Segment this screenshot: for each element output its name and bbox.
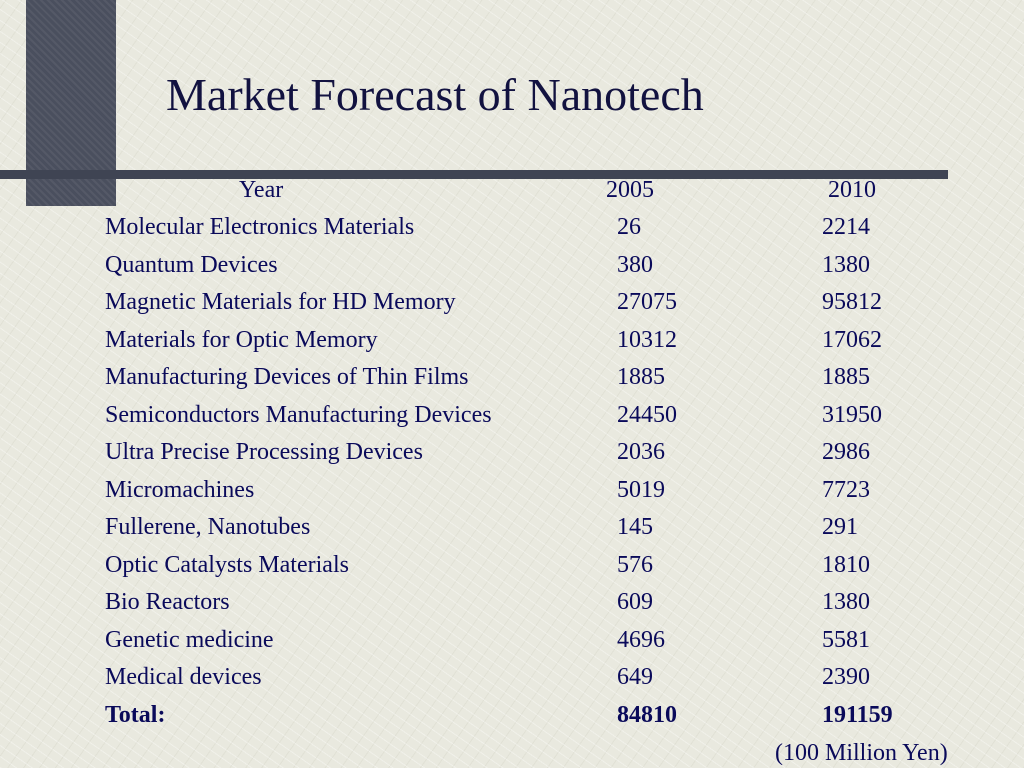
row-value-2010: 291 <box>822 514 858 540</box>
table-row: Molecular Electronics Materials 26 2214 <box>0 214 1024 250</box>
row-name: Bio Reactors <box>105 589 230 615</box>
total-label: Total: <box>105 702 166 728</box>
row-name: Ultra Precise Processing Devices <box>105 439 423 465</box>
row-value-2005: 2036 <box>617 439 665 465</box>
row-name: Micromachines <box>105 477 255 503</box>
row-value-2010: 1885 <box>822 364 870 390</box>
row-name: Materials for Optic Memory <box>105 327 378 353</box>
row-value-2005: 27075 <box>617 289 677 315</box>
row-value-2010: 5581 <box>822 627 870 653</box>
header-2010: 2010 <box>828 177 876 203</box>
table-header-row: Year 2005 2010 <box>0 177 1024 213</box>
total-value-2005: 84810 <box>617 702 677 728</box>
row-value-2005: 4696 <box>617 627 665 653</box>
row-value-2010: 2214 <box>822 214 870 240</box>
row-name: Fullerene, Nanotubes <box>105 514 311 540</box>
row-name: Quantum Devices <box>105 252 278 278</box>
row-value-2005: 24450 <box>617 402 677 428</box>
table-row: Magnetic Materials for HD Memory 27075 9… <box>0 289 1024 325</box>
table-row: Bio Reactors 609 1380 <box>0 589 1024 625</box>
table-total-row: Total: 84810 191159 <box>0 702 1024 738</box>
table-row: Genetic medicine 4696 5581 <box>0 627 1024 663</box>
row-value-2010: 1380 <box>822 589 870 615</box>
table-row: Ultra Precise Processing Devices 2036 29… <box>0 439 1024 475</box>
row-value-2005: 609 <box>617 589 653 615</box>
table-row: Quantum Devices 380 1380 <box>0 252 1024 288</box>
row-value-2010: 31950 <box>822 402 882 428</box>
row-value-2010: 1810 <box>822 552 870 578</box>
table-row: Micromachines 5019 7723 <box>0 477 1024 513</box>
row-value-2010: 2986 <box>822 439 870 465</box>
slide-title: Market Forecast of Nanotech <box>166 69 704 120</box>
table-row: Optic Catalysts Materials 576 1810 <box>0 552 1024 588</box>
row-name: Manufacturing Devices of Thin Films <box>105 364 469 390</box>
row-value-2010: 1380 <box>822 252 870 278</box>
row-name: Semiconductors Manufacturing Devices <box>105 402 492 428</box>
row-value-2005: 26 <box>617 214 641 240</box>
row-value-2005: 1885 <box>617 364 665 390</box>
row-value-2005: 649 <box>617 664 653 690</box>
row-value-2010: 7723 <box>822 477 870 503</box>
row-value-2005: 380 <box>617 252 653 278</box>
header-2005: 2005 <box>606 177 654 203</box>
table-row: Medical devices 649 2390 <box>0 664 1024 700</box>
title-divider-bar <box>0 170 948 179</box>
table-row: Manufacturing Devices of Thin Films 1885… <box>0 364 1024 400</box>
row-name: Magnetic Materials for HD Memory <box>105 289 456 315</box>
table-row: Fullerene, Nanotubes 145 291 <box>0 514 1024 550</box>
row-value-2010: 17062 <box>822 327 882 353</box>
row-name: Medical devices <box>105 664 262 690</box>
row-name: Molecular Electronics Materials <box>105 214 415 240</box>
unit-note: (100 Million Yen) <box>775 740 948 766</box>
table-row: Materials for Optic Memory 10312 17062 <box>0 327 1024 363</box>
row-value-2005: 10312 <box>617 327 677 353</box>
row-value-2005: 5019 <box>617 477 665 503</box>
total-value-2010: 191159 <box>822 702 893 728</box>
row-name: Optic Catalysts Materials <box>105 552 349 578</box>
row-value-2010: 2390 <box>822 664 870 690</box>
table-row: Semiconductors Manufacturing Devices 244… <box>0 402 1024 438</box>
row-name: Genetic medicine <box>105 627 274 653</box>
row-value-2005: 145 <box>617 514 653 540</box>
row-value-2010: 95812 <box>822 289 882 315</box>
header-year-label: Year <box>239 177 284 203</box>
row-value-2005: 576 <box>617 552 653 578</box>
